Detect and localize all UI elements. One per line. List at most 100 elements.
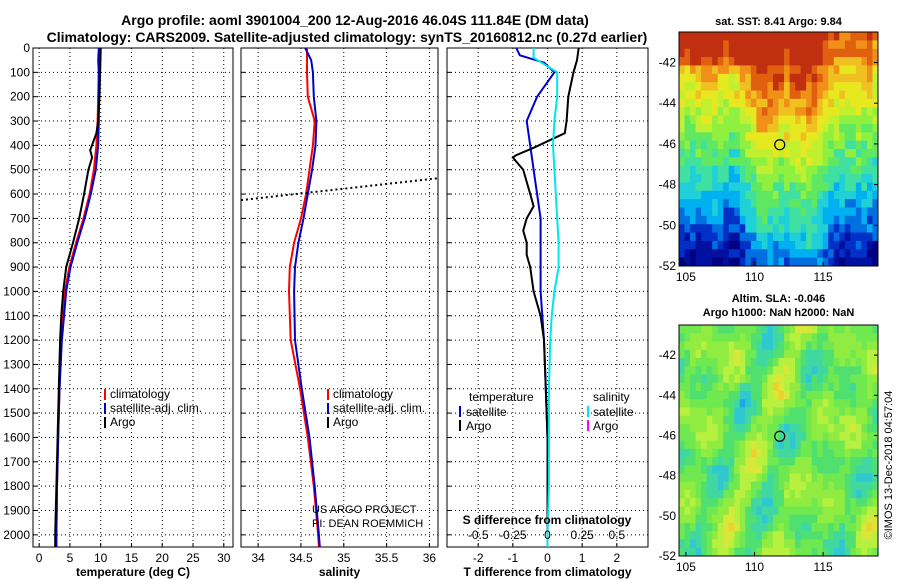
sst_map-cell [806, 40, 813, 50]
sla_map-cell [701, 333, 708, 342]
sst_map-cell [872, 207, 879, 217]
sla_map-cell [822, 358, 829, 367]
sst_map-cell [789, 115, 796, 125]
sst_map-cell [778, 32, 785, 41]
sst_map-cell [866, 215, 873, 225]
sla_map-cell [750, 424, 757, 433]
sla_map-cell [806, 539, 813, 549]
depth-tick-label: 1200 [3, 333, 30, 347]
sst_map-cell [806, 82, 813, 91]
sla_map-cell [734, 465, 741, 474]
sla_map-cell [800, 440, 807, 450]
sla_map-cell [701, 473, 708, 483]
sst_map-cell [712, 199, 719, 208]
sst_map-cell [756, 115, 763, 125]
sla_map-cell [833, 440, 840, 450]
sla_map-cell [866, 382, 873, 392]
sst_map-cell [872, 174, 879, 183]
sla_map-cell [811, 506, 818, 516]
sst_map-cell [855, 132, 862, 142]
sla_map-cell [861, 374, 868, 384]
sst_map-cell [795, 107, 802, 116]
sla_map-cell [833, 506, 840, 516]
sla_map-cell [806, 457, 813, 466]
sst_map-cell [833, 199, 840, 208]
sla_map-cell [684, 506, 691, 516]
sla_map-cell [784, 432, 790, 441]
sla_map-cell [811, 457, 818, 466]
sst_map-cell [822, 82, 829, 91]
sla_map-cell [795, 440, 802, 450]
sst_map-cell [739, 140, 746, 150]
sst_map-cell [739, 182, 746, 192]
sla_map-cell [772, 465, 779, 474]
sla_map-cell [855, 523, 862, 532]
sst_map-cell [706, 240, 713, 250]
sla_map-cell [811, 539, 818, 549]
sla_map-cell [772, 539, 779, 549]
sst_map-cell [723, 190, 730, 200]
sst_map-cell [739, 90, 746, 100]
sla_map-cell [778, 440, 785, 450]
sst_map-cell [828, 115, 835, 125]
sla_map-cell [690, 490, 696, 499]
sst_map-cell [833, 165, 840, 175]
sst_map-cell [822, 190, 829, 200]
sla_map-cell [712, 531, 719, 540]
sla_map-cell [828, 333, 835, 342]
sst_map-cell [690, 57, 696, 66]
sst_map-cell [761, 115, 768, 125]
sst_map-cell [855, 249, 862, 259]
sla_map-cell [772, 448, 779, 458]
sst_map-cell [817, 57, 824, 66]
sst_map-cell [734, 240, 741, 250]
sst_map-cell [772, 57, 779, 66]
sla_map-cell [690, 457, 696, 466]
sst_map-cell [861, 224, 868, 233]
sla_map-cell [784, 531, 790, 540]
sla_map-cell [761, 523, 768, 532]
sla_map-cell [767, 506, 774, 516]
sla_map-cell [839, 506, 846, 516]
sst_map-cell [844, 65, 851, 75]
sla_map-cell [795, 382, 802, 392]
sla_map-cell [756, 325, 763, 334]
sst_map-cell [717, 65, 724, 75]
sst_map-cell [872, 32, 879, 41]
sla_map-cell [695, 473, 702, 483]
sst_map-cell [806, 215, 813, 225]
sst_map-cell [811, 190, 818, 200]
sst_map-cell [701, 174, 708, 183]
sla_map-cell [861, 457, 868, 466]
sst_map-cell [679, 215, 685, 225]
sla_map-cell [690, 399, 696, 408]
sla_map-cell [872, 498, 879, 507]
sla_map-cell [690, 333, 696, 342]
sst_map-cell [800, 90, 807, 100]
sst_map-cell [723, 232, 730, 242]
sst_map-cell [806, 132, 813, 142]
sla_map-cell [756, 531, 763, 540]
sla_map-cell [772, 366, 779, 375]
sst_map-cell [767, 65, 774, 75]
sst_map-cell [844, 190, 851, 200]
sst_map-cell [695, 207, 702, 217]
sst_map-cell [855, 32, 862, 41]
sst_map-cell [750, 182, 757, 192]
sst_map-cell [861, 98, 868, 108]
sla_map-cell [745, 399, 752, 408]
sst_map-cell [739, 157, 746, 167]
sst_map-cell [789, 182, 796, 192]
sst_map-cell [839, 115, 846, 125]
sla_map-cell [767, 366, 774, 375]
sst_map-cell [679, 190, 685, 200]
sla_map-cell [767, 440, 774, 450]
sla_map-cell [850, 366, 857, 375]
depth-tick-label: 700 [10, 211, 30, 225]
sst_map-cell [795, 48, 802, 58]
sst_map-cell [706, 207, 713, 217]
sst_map-cell [761, 73, 768, 83]
sla_map-cell [684, 523, 691, 532]
sla_map-cell [679, 366, 685, 375]
depth-tick-label: 2000 [3, 528, 30, 542]
